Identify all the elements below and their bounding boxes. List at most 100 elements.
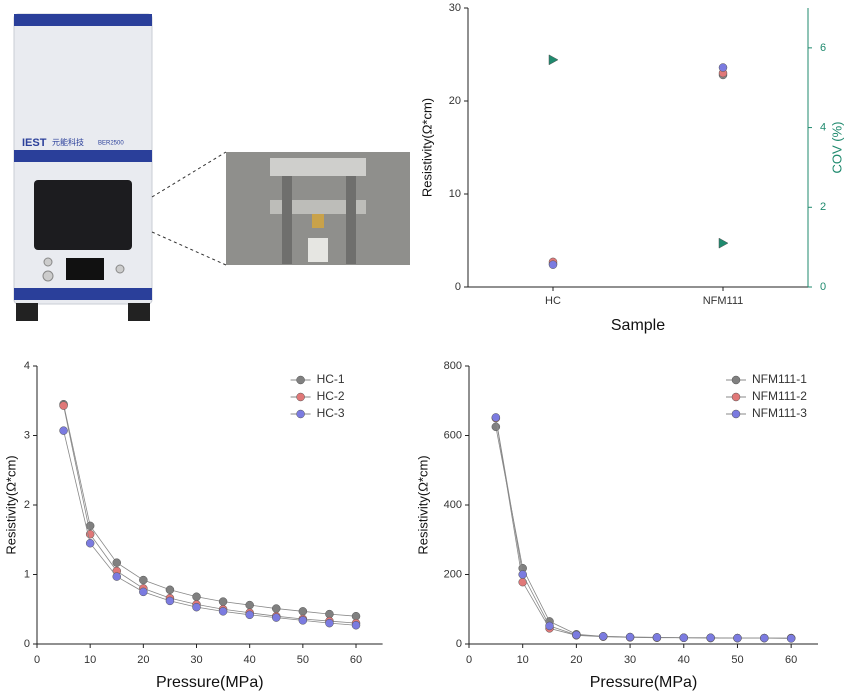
legend-marker [731, 392, 741, 402]
point [85, 538, 95, 548]
y-tick-label: 3 [24, 429, 30, 441]
legend-marker [296, 392, 305, 402]
legend-label: NFM111-3 [752, 406, 807, 420]
device-model: BER2500 [98, 141, 124, 147]
point [192, 602, 201, 612]
instrument-photo: IEST 元能科技 BER2500 [13, 13, 410, 321]
series-line [63, 405, 357, 624]
point [245, 610, 254, 620]
point [718, 237, 729, 249]
point [112, 572, 122, 581]
point [733, 633, 742, 643]
press-plate [270, 158, 366, 176]
y-tick-label: 20 [449, 95, 461, 107]
point [706, 633, 715, 642]
x-tick-label: 10 [517, 654, 529, 666]
point [679, 633, 689, 642]
x-tick-label: 0 [34, 654, 40, 666]
y2-tick-label: 4 [820, 121, 826, 133]
y2-tick-label: 2 [820, 201, 826, 213]
y-tick-label: 200 [444, 568, 462, 580]
point [652, 633, 662, 642]
point [598, 632, 608, 641]
point [491, 413, 501, 422]
legend-marker [296, 409, 305, 419]
y-tick-label: 10 [449, 188, 461, 200]
x-tick-label: 20 [137, 654, 149, 666]
x-tick-label: 20 [570, 654, 582, 666]
legend-label: HC-2 [317, 389, 345, 403]
legend-label: HC-1 [317, 372, 345, 386]
point [272, 604, 281, 613]
y-tick-label: 4 [24, 360, 30, 372]
press-rod [346, 176, 356, 264]
x-tick-label: 40 [244, 654, 256, 666]
point [786, 634, 796, 643]
x-axis-label: Sample [611, 317, 665, 334]
legend-marker [296, 375, 305, 385]
point [548, 54, 559, 66]
device-brand: IEST [22, 137, 47, 149]
x-tick-label: 10 [84, 654, 96, 666]
point [139, 587, 148, 597]
point [351, 620, 361, 630]
point [245, 600, 254, 610]
series-line [495, 417, 792, 639]
point [718, 63, 728, 72]
device-window [34, 180, 132, 250]
y-tick-label: 2 [24, 499, 30, 511]
y-axis-label: Resistivity(Ω*cm) [419, 98, 434, 197]
x-tick-label: 30 [624, 654, 636, 666]
point [272, 613, 281, 622]
point [298, 616, 308, 625]
series-line [63, 404, 357, 617]
y-tick-label: 30 [449, 2, 461, 14]
point [192, 592, 201, 601]
x-tick-label: HC [545, 295, 561, 307]
point [165, 585, 175, 595]
x-axis-label: Pressure(MPa) [590, 674, 698, 691]
x-axis-label: Pressure(MPa) [156, 674, 264, 691]
y-tick-label: 0 [24, 638, 30, 650]
zoom-line [151, 231, 227, 266]
device-screen [66, 258, 104, 280]
point [518, 570, 527, 579]
legend-label: NFM111-1 [752, 372, 807, 386]
x-tick-label: NFM111 [703, 295, 744, 307]
zoom-line [151, 151, 227, 198]
y2-tick-label: 0 [820, 281, 826, 293]
point [139, 575, 148, 585]
y-tick-label: 400 [444, 499, 462, 511]
point [165, 596, 175, 606]
y-tick-label: 0 [455, 281, 461, 293]
point [59, 401, 68, 410]
device-top [14, 14, 152, 26]
device-button [42, 270, 54, 282]
press-plate [270, 200, 366, 214]
y-axis-label: Resistivity(Ω*cm) [415, 455, 430, 554]
y-axis-label: Resistivity(Ω*cm) [3, 455, 18, 554]
point [625, 632, 635, 642]
press-probe [312, 214, 324, 228]
point [218, 607, 228, 616]
x-tick-label: 50 [731, 654, 743, 666]
device-name: 元能科技 [52, 137, 84, 147]
y2-axis-label: COV (%) [829, 122, 844, 174]
y-tick-label: 800 [444, 360, 462, 372]
y-tick-label: 0 [456, 638, 462, 650]
device-button [115, 264, 125, 274]
x-tick-label: 50 [297, 654, 309, 666]
point [545, 621, 554, 631]
series-line [495, 418, 792, 639]
y2-tick-label: 6 [820, 42, 826, 54]
point [548, 260, 558, 269]
device-button [43, 257, 53, 267]
press-cell [308, 238, 328, 262]
device-foot [16, 303, 38, 321]
point [218, 597, 228, 606]
y-tick-label: 1 [24, 568, 30, 580]
point [491, 422, 501, 432]
legend-marker [731, 375, 741, 385]
x-tick-label: 0 [466, 654, 472, 666]
